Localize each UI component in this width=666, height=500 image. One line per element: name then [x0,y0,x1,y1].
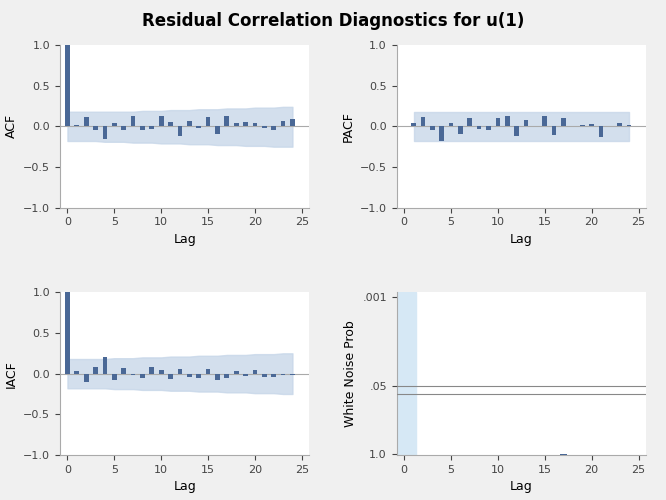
Bar [440,126,444,141]
Bar [93,126,98,130]
Bar [627,124,631,126]
Bar [243,374,248,376]
Bar [187,374,192,377]
Bar [486,126,491,130]
Bar [112,374,117,380]
Bar [196,126,201,128]
Bar [561,118,566,126]
X-axis label: Lag: Lag [510,480,533,494]
Y-axis label: PACF: PACF [342,111,354,142]
Bar [430,126,435,130]
Y-axis label: IACF: IACF [5,360,18,388]
Bar [168,374,173,380]
Bar [271,126,276,130]
Bar [281,120,286,126]
Bar [215,374,220,380]
Bar [290,119,295,126]
Bar [149,367,154,374]
Bar [290,374,295,376]
Bar [477,126,482,129]
X-axis label: Lag: Lag [173,233,196,246]
Bar [589,124,594,126]
Bar [159,116,164,126]
Bar [75,371,79,374]
Bar [262,126,266,128]
Bar [103,358,107,374]
Bar [93,367,98,374]
Bar [206,116,210,126]
Bar [496,118,500,126]
Y-axis label: ACF: ACF [5,114,18,138]
Bar [131,116,135,126]
Bar [262,374,266,377]
Bar [397,292,416,455]
Bar [281,374,286,376]
Bar [505,116,509,126]
Bar [542,116,547,126]
Bar [84,116,89,126]
Bar [580,124,585,126]
Bar [75,124,79,126]
Bar [468,118,472,126]
Bar [168,122,173,126]
Bar [206,369,210,374]
Bar [103,126,107,138]
Bar [243,122,248,126]
Bar [140,126,145,130]
Bar [178,126,182,136]
Y-axis label: White Noise Prob: White Noise Prob [344,320,357,427]
Bar [599,126,603,137]
Bar [552,126,557,136]
Bar [84,374,89,382]
Bar [234,371,238,374]
X-axis label: Lag: Lag [173,480,196,494]
Bar [252,123,257,126]
Bar [215,126,220,134]
Text: Residual Correlation Diagnostics for u(1): Residual Correlation Diagnostics for u(1… [142,12,524,30]
Bar [271,374,276,377]
Bar [411,123,416,126]
X-axis label: Lag: Lag [510,233,533,246]
Bar [196,374,201,378]
Bar [252,370,257,374]
Bar [523,120,528,126]
Bar [65,292,70,374]
Bar [458,126,463,134]
Bar [121,126,126,130]
Bar [131,374,135,376]
Bar [617,123,622,126]
Bar [112,123,117,126]
Bar [420,116,425,126]
Bar [140,374,145,378]
Bar [121,368,126,374]
Bar [514,126,519,136]
Bar [234,123,238,126]
Bar [224,374,229,378]
Bar [149,126,154,129]
Bar [187,120,192,126]
Bar [449,123,454,126]
Bar [224,116,229,126]
Bar [178,369,182,374]
Bar [65,45,70,126]
Bar [159,370,164,374]
